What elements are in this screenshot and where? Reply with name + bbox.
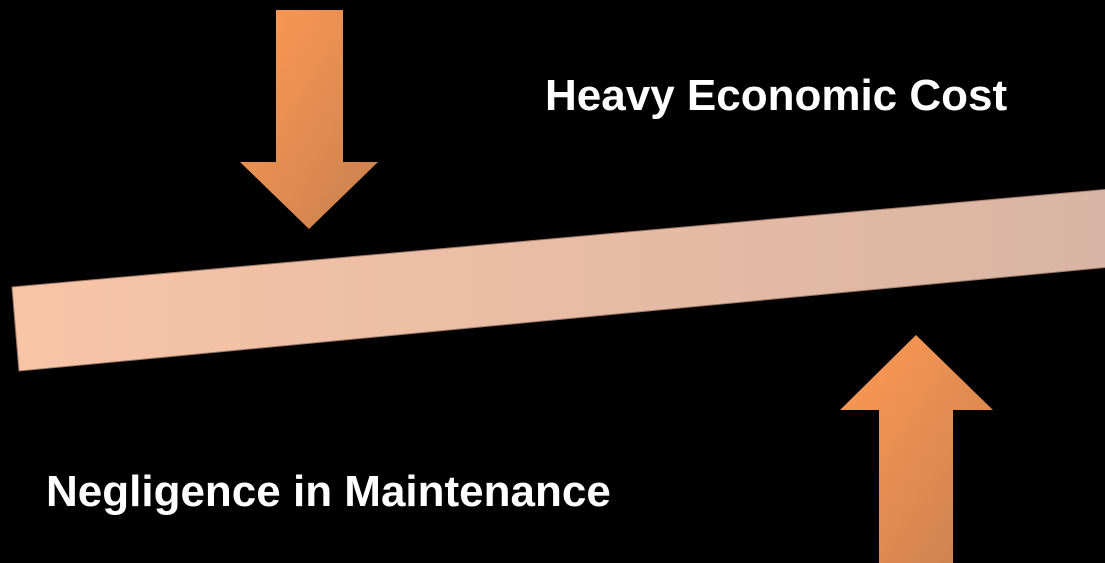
down-arrow <box>240 10 378 229</box>
bottom-label: Negligence in Maintenance <box>46 467 611 516</box>
up-arrow <box>840 335 993 563</box>
top-label: Heavy Economic Cost <box>545 71 1007 120</box>
beam <box>11 188 1105 372</box>
